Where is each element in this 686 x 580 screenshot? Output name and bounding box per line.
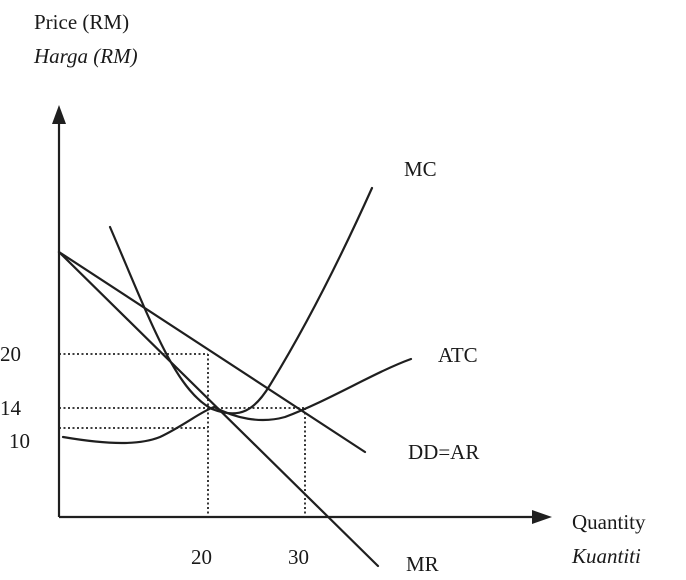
y-axis-label: Price (RM) [34,10,129,34]
x-tick-30: 30 [288,545,309,569]
y-axis [52,105,66,517]
y-tick-14: 14 [0,396,22,420]
y-axis-label-alt: Harga (RM) [33,44,138,68]
x-axis [59,510,552,524]
x-axis-label-alt: Kuantiti [571,544,641,568]
guide-lines [59,353,306,517]
demand-curve [57,250,367,454]
mc-label: MC [404,157,437,181]
mc-curve [108,186,374,415]
x-axis-arrowhead [532,510,552,524]
y-tick-20: 20 [0,342,21,366]
y-axis-arrowhead [52,105,66,124]
x-axis-label: Quantity [572,510,646,534]
atc-curve [61,357,413,445]
y-tick-10: 10 [9,429,30,453]
x-tick-20: 20 [191,545,212,569]
mr-label: MR [406,552,439,576]
atc-label: ATC [438,343,478,367]
demand-label: DD=AR [408,440,479,464]
